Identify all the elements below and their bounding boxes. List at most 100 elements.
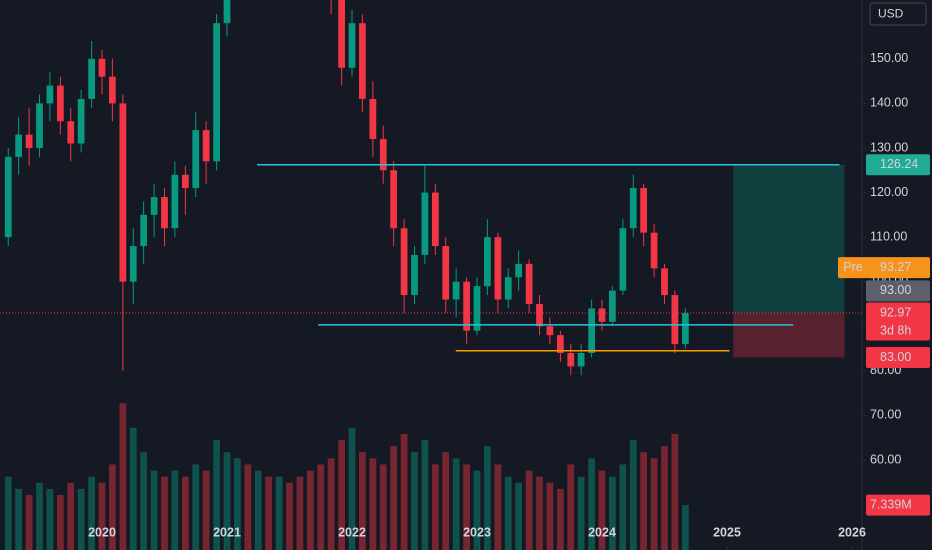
candle-body (432, 192, 439, 247)
plot-area (0, 0, 862, 550)
volume-bar (682, 505, 689, 550)
volume-bar (140, 452, 147, 550)
candle-body (682, 313, 689, 345)
volume-bar (234, 458, 241, 550)
candle-body (36, 103, 43, 148)
volume-bar (213, 440, 220, 550)
y-tick-label: 110.00 (870, 229, 907, 243)
price-tag-label: 126.24 (880, 157, 918, 171)
axes: 60.0070.0080.0090.00100.00110.00120.0013… (88, 51, 930, 550)
volume-bar (577, 476, 585, 550)
candle-body (515, 263, 522, 278)
volume-bar (557, 488, 564, 550)
volume-bar (546, 482, 554, 550)
volume-bar (192, 464, 200, 550)
candle-body (650, 232, 658, 269)
volume-bar (619, 464, 627, 550)
candle-body (588, 308, 595, 353)
candle-body (411, 254, 418, 296)
currency: USD (878, 7, 904, 21)
volume-bar (98, 482, 106, 550)
position-loss[interactable] (733, 312, 845, 358)
volume-bar (515, 482, 522, 550)
volume-bar (67, 482, 75, 550)
prefix-label: Pre (843, 260, 863, 274)
candle-body (57, 85, 64, 122)
x-tick-label: 2021 (213, 525, 241, 539)
volume-bar (567, 464, 575, 550)
candle-body (640, 188, 647, 233)
volume-bar (244, 464, 252, 550)
candle-body (463, 281, 470, 331)
candle-body (46, 85, 54, 104)
volume-bar (359, 452, 366, 550)
candle-body (390, 170, 397, 229)
y-tick-label: 60.00 (870, 452, 901, 466)
candle-body (359, 23, 366, 99)
candle-body (577, 352, 585, 367)
volume-bar (421, 440, 429, 550)
candle-body (98, 58, 106, 77)
candle-body (140, 214, 147, 247)
x-tick-label: 2022 (338, 525, 366, 539)
y-tick-label: 120.00 (870, 185, 908, 199)
volume-bar (4, 476, 12, 550)
price-tag-label: 93.27 (880, 260, 911, 274)
candle-body (619, 228, 627, 291)
candle-body (484, 237, 491, 287)
position-profit[interactable] (733, 164, 845, 313)
volume-bar (609, 476, 616, 550)
volume-bar (432, 464, 439, 550)
volume-bar (150, 470, 158, 550)
volume-bar (640, 452, 647, 550)
volume-bar (379, 464, 387, 550)
candle-body (442, 246, 450, 300)
x-tick-label: 2026 (838, 525, 866, 539)
candle-body (504, 277, 512, 300)
candle-body (421, 192, 429, 255)
candle-body (400, 228, 408, 296)
candle-body (161, 197, 168, 229)
volume-bar (182, 476, 189, 550)
volume-bar (338, 440, 345, 550)
x-tick-label: 2024 (588, 525, 616, 539)
volume-bar (88, 476, 95, 550)
volume-bar (77, 488, 85, 550)
price-tag-label: 83.00 (880, 350, 911, 364)
volume-bar (296, 476, 304, 550)
volume-bar (161, 476, 168, 550)
price-tag (866, 154, 930, 176)
volume-bar (661, 446, 668, 550)
volume-bar (57, 495, 64, 550)
volume-bar (129, 427, 137, 550)
volume-bar (223, 452, 231, 550)
candle-body (150, 197, 158, 215)
volume-bar (369, 458, 377, 550)
candle-body (567, 352, 575, 367)
y-tick-label: 140.00 (870, 96, 908, 110)
volume-bar (463, 464, 470, 550)
candle-body (25, 134, 33, 148)
candle-body (661, 268, 668, 296)
volume-bar (46, 488, 54, 550)
volume-bar (473, 470, 481, 550)
y-tick-label: 70.00 (870, 408, 901, 422)
price-tag (866, 257, 930, 279)
price-tag (866, 346, 930, 368)
volume-bar (36, 482, 43, 550)
volume-bar (536, 476, 543, 550)
price-tag (866, 280, 930, 302)
volume-bar (494, 464, 502, 550)
candle-body (109, 76, 116, 104)
candle-body (609, 290, 616, 322)
prefix-tag (838, 257, 868, 279)
currency-box[interactable] (869, 2, 927, 26)
candle-body (77, 98, 85, 144)
volume-bar (275, 476, 283, 550)
volume-bar (265, 476, 272, 550)
volume-bar (348, 427, 356, 550)
volume-bar (411, 452, 418, 550)
volume-bar (598, 470, 606, 550)
candle-body (598, 308, 606, 322)
